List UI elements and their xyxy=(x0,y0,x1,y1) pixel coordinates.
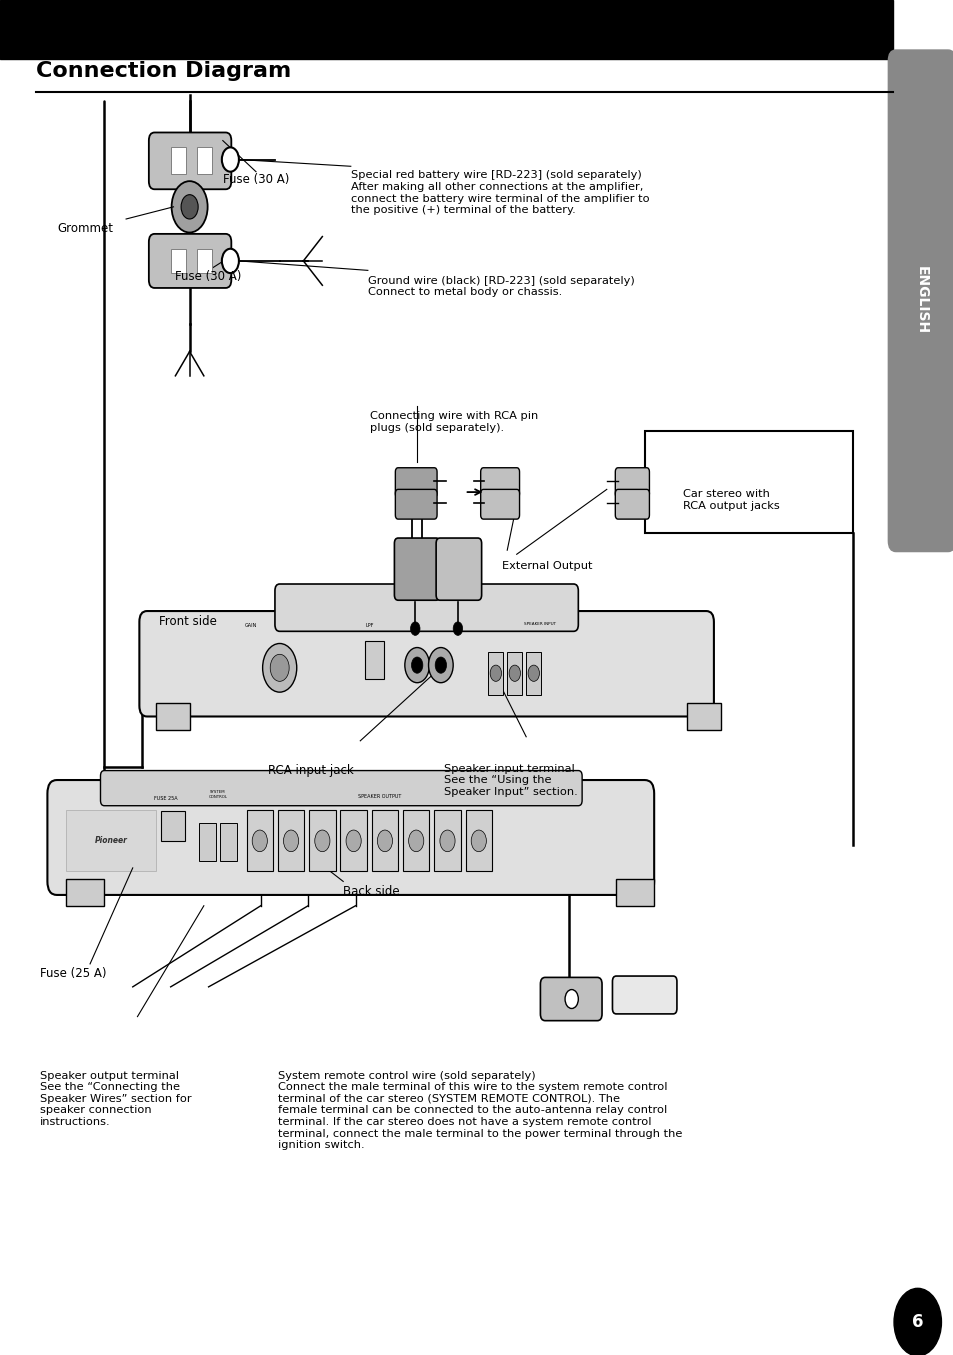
Circle shape xyxy=(435,657,446,673)
Circle shape xyxy=(408,831,423,852)
Bar xyxy=(220,824,236,862)
Text: System remote control wire (sold separately)
Connect the male terminal of this w: System remote control wire (sold separat… xyxy=(277,1070,681,1150)
Text: Special red battery wire [RD-223] (sold separately)
After making all other conne: Special red battery wire [RD-223] (sold … xyxy=(351,171,649,215)
Text: Pioneer: Pioneer xyxy=(94,836,128,846)
Bar xyxy=(67,878,104,905)
Text: Speaker input terminal
See the “Using the
Speaker Input” section.: Speaker input terminal See the “Using th… xyxy=(443,764,577,797)
FancyBboxPatch shape xyxy=(139,611,713,717)
Circle shape xyxy=(490,665,501,682)
Bar xyxy=(156,703,190,730)
Circle shape xyxy=(181,195,198,220)
Text: Back side: Back side xyxy=(343,885,399,898)
Circle shape xyxy=(411,657,422,673)
FancyBboxPatch shape xyxy=(612,976,677,1014)
FancyBboxPatch shape xyxy=(149,133,231,190)
Circle shape xyxy=(893,1289,941,1355)
Bar xyxy=(365,641,383,679)
Text: Ground wire (black) [RD-223] (sold separately)
Connect to metal body or chassis.: Ground wire (black) [RD-223] (sold separ… xyxy=(368,276,634,297)
FancyBboxPatch shape xyxy=(48,780,654,894)
FancyBboxPatch shape xyxy=(480,467,519,497)
Text: SPEAKER INPUT: SPEAKER INPUT xyxy=(524,622,556,626)
FancyBboxPatch shape xyxy=(100,771,581,806)
Text: Connecting wire with RCA pin
plugs (sold separately).: Connecting wire with RCA pin plugs (sold… xyxy=(370,411,537,432)
Bar xyxy=(197,249,213,274)
Text: Connection Diagram: Connection Diagram xyxy=(36,61,291,81)
Bar xyxy=(488,652,503,695)
Bar xyxy=(277,810,304,871)
Text: Fuse (25 A): Fuse (25 A) xyxy=(40,966,106,980)
Text: FUSE 25A: FUSE 25A xyxy=(154,797,177,801)
Circle shape xyxy=(346,831,361,852)
Bar xyxy=(246,810,273,871)
Text: External Output: External Output xyxy=(502,561,593,570)
Bar xyxy=(402,810,429,871)
FancyBboxPatch shape xyxy=(149,234,231,289)
Bar xyxy=(372,810,397,871)
Circle shape xyxy=(428,648,453,683)
Circle shape xyxy=(377,831,392,852)
Bar xyxy=(0,0,892,60)
FancyBboxPatch shape xyxy=(539,977,601,1020)
Bar xyxy=(309,810,335,871)
FancyBboxPatch shape xyxy=(480,489,519,519)
Bar xyxy=(526,652,540,695)
Bar xyxy=(340,810,367,871)
Text: ENGLISH: ENGLISH xyxy=(914,266,927,335)
FancyBboxPatch shape xyxy=(394,538,439,600)
FancyBboxPatch shape xyxy=(395,467,436,497)
Bar xyxy=(199,824,216,862)
Bar xyxy=(644,431,852,533)
Text: RCA input jack: RCA input jack xyxy=(268,764,354,776)
Circle shape xyxy=(410,622,419,635)
Text: GAIN: GAIN xyxy=(245,623,257,629)
Text: SYSTEM
CONTROL: SYSTEM CONTROL xyxy=(209,790,228,798)
Bar xyxy=(434,810,460,871)
Circle shape xyxy=(471,831,486,852)
Circle shape xyxy=(404,648,429,683)
Circle shape xyxy=(528,665,538,682)
Circle shape xyxy=(262,644,296,692)
Text: Car stereo with
RCA output jacks: Car stereo with RCA output jacks xyxy=(682,489,779,511)
Text: Front side: Front side xyxy=(159,615,217,629)
Text: SPEAKER OUTPUT: SPEAKER OUTPUT xyxy=(357,794,400,798)
Bar xyxy=(687,703,720,730)
Circle shape xyxy=(252,831,267,852)
Text: Fuse (30 A): Fuse (30 A) xyxy=(223,173,289,186)
Circle shape xyxy=(283,831,298,852)
Text: 6: 6 xyxy=(911,1313,923,1331)
FancyBboxPatch shape xyxy=(615,467,649,497)
Bar xyxy=(171,249,186,274)
FancyBboxPatch shape xyxy=(436,538,481,600)
Text: Grommet: Grommet xyxy=(57,222,113,234)
FancyBboxPatch shape xyxy=(615,489,649,519)
Circle shape xyxy=(314,831,330,852)
Circle shape xyxy=(172,182,208,233)
Text: Speaker output terminal
See the “Connecting the
Speaker Wires” section for
speak: Speaker output terminal See the “Connect… xyxy=(40,1070,192,1127)
Circle shape xyxy=(453,622,462,635)
Text: LPF: LPF xyxy=(365,623,374,629)
Text: Fuse (30 A): Fuse (30 A) xyxy=(175,271,241,283)
Bar xyxy=(616,878,654,905)
Circle shape xyxy=(222,249,238,274)
Bar xyxy=(171,148,186,175)
Bar xyxy=(67,810,156,871)
FancyBboxPatch shape xyxy=(395,489,436,519)
Circle shape xyxy=(564,989,578,1008)
Circle shape xyxy=(509,665,520,682)
FancyBboxPatch shape xyxy=(887,50,953,551)
Circle shape xyxy=(222,148,238,172)
Bar xyxy=(465,810,492,871)
Bar xyxy=(197,148,213,175)
FancyBboxPatch shape xyxy=(274,584,578,631)
Circle shape xyxy=(270,654,289,682)
Bar xyxy=(507,652,522,695)
Circle shape xyxy=(439,831,455,852)
Bar xyxy=(161,812,185,841)
